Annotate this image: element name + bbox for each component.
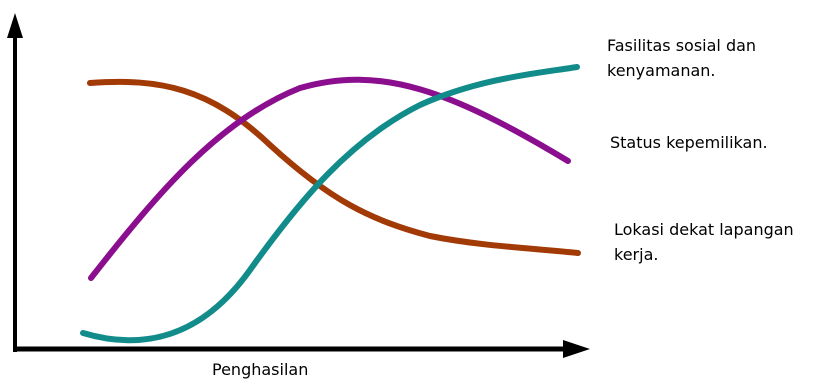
label-lokasi-line-1: Lokasi dekat lapangan [614, 220, 794, 239]
x-axis-arrowhead [563, 340, 590, 358]
x-axis-label: Penghasilan [212, 360, 309, 379]
label-status: Status kepemilikan. [610, 130, 768, 155]
label-status-line-1: Status kepemilikan. [610, 133, 768, 152]
y-axis-arrowhead [7, 13, 23, 38]
curve-status [88, 76, 571, 281]
curve-fasilitas [80, 64, 580, 344]
label-fasilitas-line-1: Fasilitas sosial dan [607, 36, 757, 55]
label-lokasi: Lokasi dekat lapangan kerja. [614, 217, 794, 267]
label-lokasi-line-2: kerja. [614, 245, 659, 264]
curve-lokasi [87, 78, 581, 256]
label-fasilitas-line-2: kenyamanan. [607, 61, 716, 80]
label-fasilitas: Fasilitas sosial dan kenyamanan. [607, 33, 756, 83]
